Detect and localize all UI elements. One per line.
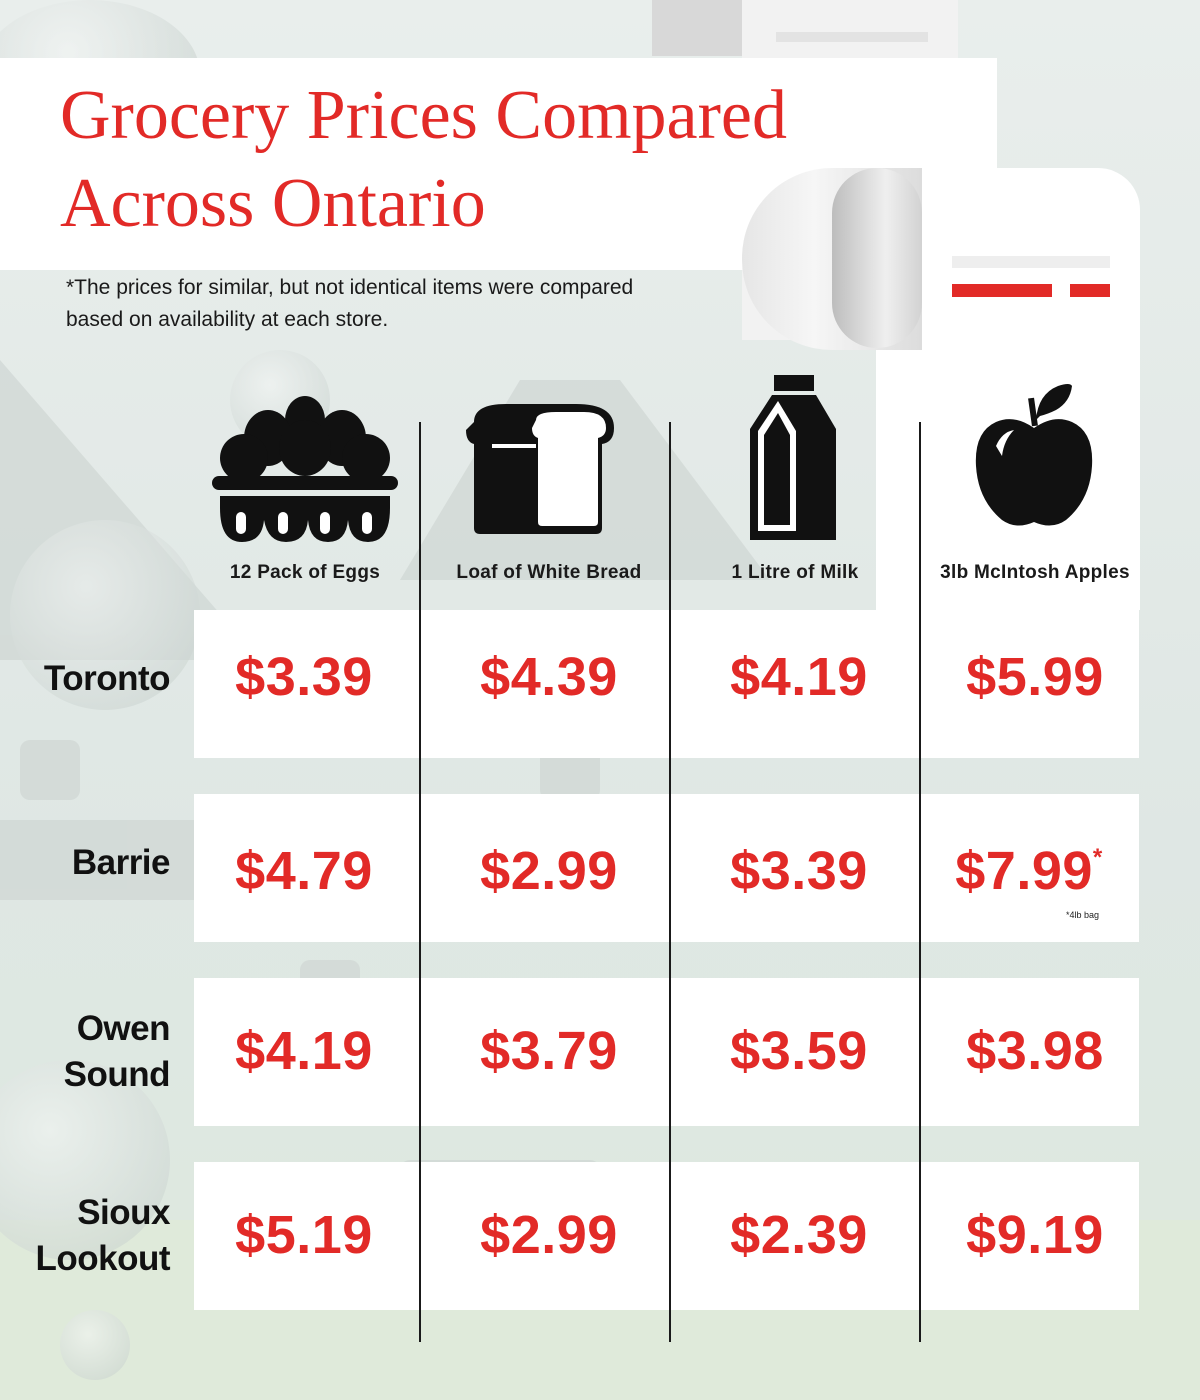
comparison-note: *The prices for similar, but not identic… [66,276,634,331]
bread-loaf-icon [466,404,614,534]
city-label-barrie: Barrie [71,843,171,882]
price-barrie-bread: $2.99 [480,841,618,901]
city-label-toronto: Toronto [43,659,171,698]
receipt-tab [652,0,742,56]
column-label-milk: 1 Litre of Milk [731,562,859,583]
price-barrie-apples: $7.99 [955,841,1093,901]
price-toronto-eggs: $3.39 [235,647,373,707]
row-band-sioux-lookout [194,1162,1139,1310]
column-label-eggs: 12 Pack of Eggs [229,562,381,583]
column-divider [919,422,921,1342]
price-toronto-apples: $5.99 [966,647,1104,707]
apple-icon [975,384,1093,526]
price-sioux-lookout-milk: $2.39 [730,1205,868,1265]
milk-carton-icon [750,375,836,540]
row-band-owen-sound [194,978,1139,1126]
price-barrie-milk: $3.39 [730,841,868,901]
apple-footnote: *4lb bag [1066,910,1100,920]
coin-decoration [10,520,200,710]
column-label-bread: Loaf of White Bread [456,562,642,583]
row-band-toronto [194,610,1139,758]
coin-decoration [0,1060,170,1260]
receipt-red-line [1070,284,1110,297]
column-divider [419,422,421,1342]
price-sioux-lookout-apples: $9.19 [966,1205,1104,1265]
price-asterisk: * [1092,844,1103,871]
coin-decoration [60,1310,130,1380]
city-label-owen-sound: Owen Sound [63,1009,171,1094]
price-barrie-eggs: $4.79 [235,841,373,901]
price-toronto-bread: $4.39 [480,647,618,707]
price-owen-sound-bread: $3.79 [480,1021,618,1081]
row-band-barrie [194,794,1139,942]
receipt-line [952,256,1110,268]
city-label-sioux-lookout: Sioux Lookout [35,1193,170,1278]
price-barrie-apples-cell: $7.99* [904,840,1154,902]
price-owen-sound-eggs: $4.19 [235,1021,373,1081]
price-toronto-milk: $4.19 [730,647,868,707]
receipt-red-line [952,284,1052,297]
page-title: Grocery Prices Compared Across Ontario [60,77,787,242]
price-owen-sound-milk: $3.59 [730,1021,868,1081]
price-sioux-lookout-bread: $2.99 [480,1205,618,1265]
column-divider [669,422,671,1342]
egg-carton-icon [212,396,398,542]
column-label-apples: 3lb McIntosh Apples [940,562,1130,583]
price-owen-sound-apples: $3.98 [966,1021,1104,1081]
receipt-curl-inner [832,168,922,348]
price-sioux-lookout-eggs: $5.19 [235,1205,373,1265]
